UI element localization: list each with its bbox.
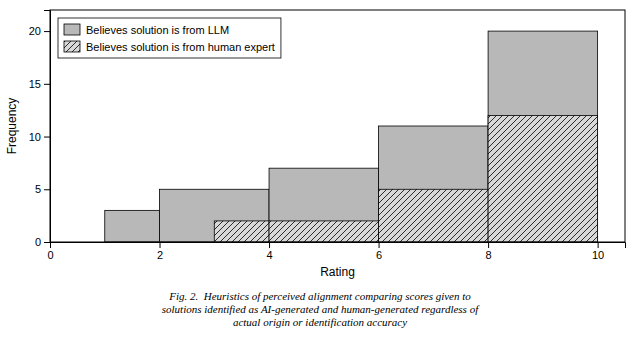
legend-swatch — [64, 41, 80, 52]
legend: Believes solution is from LLM Believes so… — [58, 18, 281, 58]
tick: 15 — [29, 78, 50, 90]
tick-mark — [44, 137, 50, 138]
legend-frame — [58, 18, 281, 58]
chart: 0 2 4 6 8 10 0 5 10 15 20 Rating Frequency Believes s… — [0, 0, 640, 337]
tick-mark — [160, 242, 161, 248]
tick: 6 — [376, 242, 382, 261]
tick-mark — [44, 84, 50, 85]
bar — [488, 115, 598, 242]
legend-label: Believes solution is from human expert — [86, 41, 275, 53]
x-axis-title: Rating — [320, 265, 355, 279]
series-1 — [214, 115, 597, 242]
tick-label: 0 — [35, 236, 41, 248]
tick: 0 — [35, 236, 50, 248]
axis-domain — [51, 243, 626, 249]
tick-mark — [44, 242, 50, 243]
legend-swatch — [64, 24, 80, 35]
bar — [379, 126, 489, 242]
tick: 5 — [35, 183, 50, 195]
bar — [269, 168, 379, 242]
legend-label: Believes solution is from LLM — [86, 24, 229, 36]
tick-mark — [269, 242, 270, 248]
tick: 2 — [157, 242, 163, 261]
tick-label: 0 — [47, 249, 53, 261]
tick-label: 10 — [29, 131, 41, 143]
plot-frame — [50, 10, 625, 242]
tick-label: 5 — [35, 183, 41, 195]
tick: 0 — [47, 242, 53, 261]
tick-mark — [488, 242, 489, 248]
tick: 10 — [592, 242, 604, 261]
bar — [379, 189, 489, 242]
tick: 10 — [29, 131, 50, 143]
caption-line: Fig. 2. Heuristics of perceived alignmen… — [168, 290, 471, 302]
tick-label: 20 — [29, 25, 41, 37]
tick: 8 — [486, 242, 492, 261]
bars — [105, 31, 598, 242]
plot: 0 2 4 6 8 10 0 5 10 15 20 Rating Frequency Believes s… — [5, 10, 626, 279]
tick-label: 15 — [29, 78, 41, 90]
tick-label: 8 — [486, 249, 492, 261]
tick-mark — [44, 31, 50, 32]
tick-mark — [379, 242, 380, 248]
caption-line: actual origin or identification accuracy — [233, 316, 407, 328]
tick-label: 10 — [592, 249, 604, 261]
tick-label: 6 — [376, 249, 382, 261]
caption: Fig. 2. Heuristics of perceived alignmen… — [162, 290, 480, 328]
tick-label: 4 — [266, 249, 272, 261]
bar — [105, 210, 160, 242]
bar — [269, 221, 379, 242]
tick-label: 2 — [157, 249, 163, 261]
series-0 — [105, 31, 598, 242]
bar — [488, 31, 598, 242]
bar — [160, 189, 270, 242]
tick: 20 — [29, 25, 50, 37]
axis-domain — [44, 11, 51, 243]
y-axis-title: Frequency — [5, 98, 19, 155]
caption-line: solutions identified as AI-generated and… — [162, 303, 480, 315]
y-axis: 0 5 10 15 20 — [29, 11, 51, 249]
x-axis: 0 2 4 6 8 10 — [47, 242, 625, 261]
tick-mark — [598, 242, 599, 248]
tick-mark — [44, 189, 50, 190]
tick: 4 — [266, 242, 272, 261]
bar — [214, 221, 269, 242]
